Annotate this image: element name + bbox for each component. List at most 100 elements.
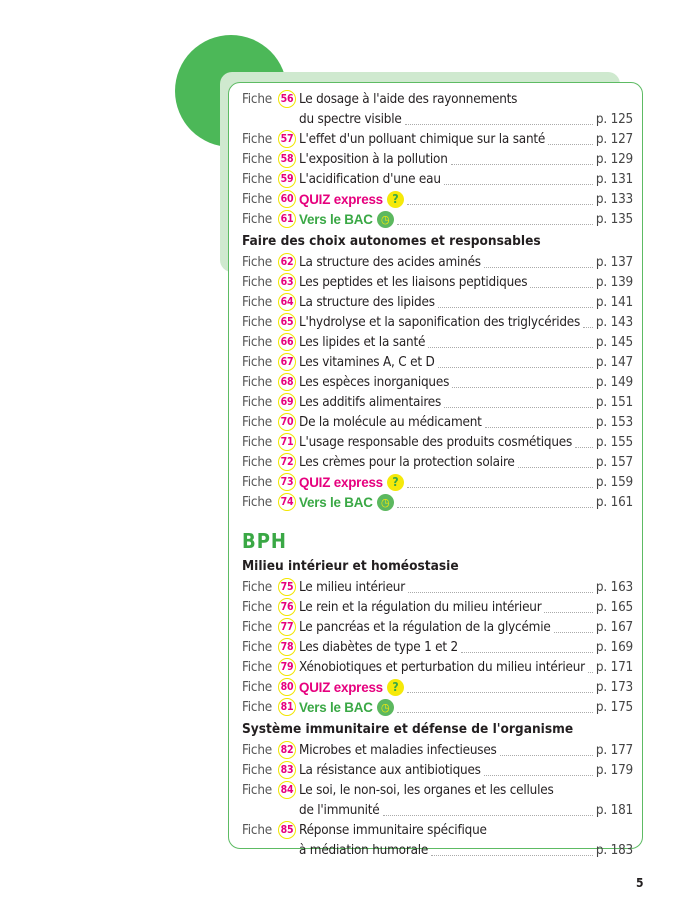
fiche-number: 69 bbox=[278, 393, 296, 411]
dot-leader bbox=[583, 317, 593, 328]
dot-leader bbox=[406, 682, 593, 693]
toc-entry[interactable]: Fiche 68 Les espèces inorganiques p. 149 bbox=[242, 372, 633, 392]
toc-entry[interactable]: Fiche 74 Vers le BAC ◷ p. 161 bbox=[242, 492, 633, 512]
toc-entry[interactable]: Fiche 69 Les additifs alimentaires p. 151 bbox=[242, 392, 633, 412]
fiche-label: Fiche bbox=[242, 679, 272, 695]
fiche-number: 59 bbox=[278, 170, 296, 188]
toc-entry[interactable]: Fiche 61 Vers le BAC ◷ p. 135 bbox=[242, 209, 633, 229]
page-ref: p. 141 bbox=[595, 294, 633, 310]
dot-leader bbox=[437, 357, 593, 368]
fiche-number: 56 bbox=[278, 90, 296, 108]
dot-leader bbox=[450, 154, 593, 165]
page-ref: p. 153 bbox=[595, 414, 633, 430]
toc-entry[interactable]: Fiche 57 L'effet d'un polluant chimique su… bbox=[242, 129, 633, 149]
page-ref: p. 133 bbox=[595, 191, 633, 207]
toc-entry[interactable]: Fiche 67 Les vitamines A, C et D p. 147 bbox=[242, 352, 633, 372]
dot-leader bbox=[483, 765, 593, 776]
fiche-label: Fiche bbox=[242, 374, 272, 390]
entry-title: La structure des acides aminés bbox=[299, 254, 481, 270]
page-ref: p. 175 bbox=[595, 699, 633, 715]
entry-title: Xénobiotiques et perturbation du milieu … bbox=[299, 659, 585, 675]
fiche-number: 62 bbox=[278, 253, 296, 271]
toc-entry[interactable]: à médiation humorale p. 183 bbox=[242, 840, 633, 860]
toc-entry[interactable]: Fiche 62 La structure des acides aminés p. … bbox=[242, 252, 633, 272]
entry-title: L'effet d'un polluant chimique sur la sa… bbox=[299, 131, 546, 147]
entry-title: de l'immunité bbox=[299, 802, 380, 818]
toc-entry[interactable]: Fiche 58 L'exposition à la pollution p. 129 bbox=[242, 149, 633, 169]
dot-leader bbox=[396, 214, 593, 225]
toc-entry[interactable]: Fiche 83 La résistance aux antibiotiques p.… bbox=[242, 760, 633, 780]
fiche-label: Fiche bbox=[242, 699, 272, 715]
entry-title: Réponse immunitaire spécifique bbox=[299, 822, 487, 838]
page-ref: p. 125 bbox=[595, 111, 633, 127]
entry-title: L'hydrolyse et la saponification des tri… bbox=[299, 314, 581, 330]
fiche-number: 68 bbox=[278, 373, 296, 391]
entry-title: De la molécule au médicament bbox=[299, 414, 482, 430]
fiche-label: Fiche bbox=[242, 314, 272, 330]
page-ref: p. 135 bbox=[595, 211, 633, 227]
fiche-label: Fiche bbox=[242, 494, 272, 510]
entry-title: Microbes et maladies infectieuses bbox=[299, 742, 497, 758]
dot-leader bbox=[553, 622, 593, 633]
fiche-label: Fiche bbox=[242, 762, 272, 778]
fiche-label: Fiche bbox=[242, 782, 272, 798]
toc-entry[interactable]: Fiche 75 Le milieu intérieur p. 163 bbox=[242, 577, 633, 597]
fiche-label: Fiche bbox=[242, 274, 272, 290]
toc-entry[interactable]: Fiche 66 Les lipides et la santé p. 145 bbox=[242, 332, 633, 352]
toc-entry[interactable]: Fiche 78 Les diabètes de type 1 et 2 p. 169 bbox=[242, 637, 633, 657]
toc-entry[interactable]: Fiche 65 L'hydrolyse et la saponification … bbox=[242, 312, 633, 332]
entry-title: Les additifs alimentaires bbox=[299, 394, 442, 410]
dot-leader bbox=[428, 337, 593, 348]
toc-entry[interactable]: Fiche 76 Le rein et la régulation du milie… bbox=[242, 597, 633, 617]
fiche-number: 65 bbox=[278, 313, 296, 331]
dot-leader bbox=[452, 377, 593, 388]
toc-entry[interactable]: Fiche 82 Microbes et maladies infectieuses… bbox=[242, 740, 633, 760]
toc-entry[interactable]: du spectre visible p. 125 bbox=[242, 109, 633, 129]
fiche-number: 78 bbox=[278, 638, 296, 656]
page-ref: p. 131 bbox=[595, 171, 633, 187]
dot-leader bbox=[499, 745, 593, 756]
toc-entry[interactable]: Fiche 77 Le pancréas et la régulation de l… bbox=[242, 617, 633, 637]
entry-title: Les vitamines A, C et D bbox=[299, 354, 435, 370]
fiche-number: 83 bbox=[278, 761, 296, 779]
entry-title: Les espèces inorganiques bbox=[299, 374, 450, 390]
toc-entry[interactable]: de l'immunité p. 181 bbox=[242, 800, 633, 820]
fiche-label: Fiche bbox=[242, 434, 272, 450]
toc-entry[interactable]: Fiche 70 De la molécule au médicament p. 15… bbox=[242, 412, 633, 432]
toc-entry[interactable]: Fiche 56 Le dosage à l'aide des rayonnemen… bbox=[242, 89, 633, 109]
toc-entry[interactable]: Fiche 84 Le soi, le non-soi, les organes e… bbox=[242, 780, 633, 800]
entry-title: L'usage responsable des produits cosméti… bbox=[299, 434, 573, 450]
page-ref: p. 145 bbox=[595, 334, 633, 350]
dot-leader bbox=[404, 114, 593, 125]
toc-entry[interactable]: Fiche 80 QUIZ express? p. 173 bbox=[242, 677, 633, 697]
entry-title: Le rein et la régulation du milieu intér… bbox=[299, 599, 542, 615]
fiche-label: Fiche bbox=[242, 579, 272, 595]
toc-entry[interactable]: Fiche 63 Les peptides et les liaisons pept… bbox=[242, 272, 633, 292]
section-heading: Système immunitaire et défense de l'orga… bbox=[242, 721, 574, 737]
dot-leader bbox=[517, 457, 593, 468]
page-ref: p. 179 bbox=[595, 762, 633, 778]
toc-entry[interactable]: Fiche 64 La structure des lipides p. 141 bbox=[242, 292, 633, 312]
fiche-number: 63 bbox=[278, 273, 296, 291]
toc-entry[interactable]: Fiche 79 Xénobiotiques et perturbation du … bbox=[242, 657, 633, 677]
toc-entry[interactable]: Fiche 71 L'usage responsable des produits … bbox=[242, 432, 633, 452]
toc-entry[interactable]: Fiche 60 QUIZ express? p. 133 bbox=[242, 189, 633, 209]
fiche-label: Fiche bbox=[242, 151, 272, 167]
toc-entry[interactable]: Fiche 73 QUIZ express? p. 159 bbox=[242, 472, 633, 492]
entry-title: La structure des lipides bbox=[299, 294, 435, 310]
dot-leader bbox=[408, 582, 593, 593]
entry-title: QUIZ express bbox=[299, 474, 383, 490]
toc-entry[interactable]: Fiche 59 L'acidification d'une eau p. 131 bbox=[242, 169, 633, 189]
page-ref: p. 167 bbox=[595, 619, 633, 635]
toc-entry[interactable]: Fiche 85 Réponse immunitaire spécifique bbox=[242, 820, 633, 840]
fiche-number: 57 bbox=[278, 130, 296, 148]
dot-leader bbox=[484, 417, 593, 428]
page-ref: p. 137 bbox=[595, 254, 633, 270]
entry-title: à médiation humorale bbox=[299, 842, 429, 858]
page-ref: p. 149 bbox=[595, 374, 633, 390]
entry-title: Le dosage à l'aide des rayonnements bbox=[299, 91, 518, 107]
toc-entry[interactable]: Fiche 72 Les crèmes pour la protection sol… bbox=[242, 452, 633, 472]
toc-entry[interactable]: Fiche 81 Vers le BAC ◷ p. 175 bbox=[242, 697, 633, 717]
dot-leader bbox=[444, 397, 593, 408]
fiche-number: 85 bbox=[278, 821, 296, 839]
